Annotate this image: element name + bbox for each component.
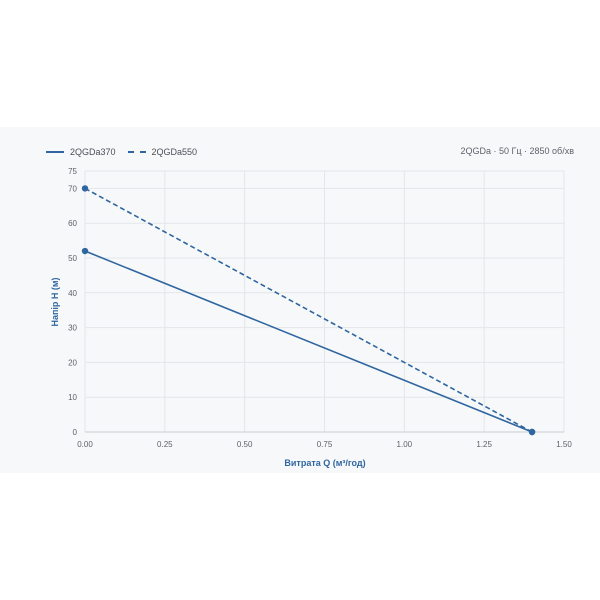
y-tick-label: 30 [68,324,77,333]
series-line-2qgda370[interactable] [84,250,533,433]
legend-swatch-dashed [127,151,146,153]
data-point-2qgda370[interactable] [81,247,89,255]
x-axis-title: Витрата Q (м³/год) [284,458,365,468]
y-tick-label: 40 [68,289,77,298]
chart-subtitle: 2QGDa · 50 Гц · 2850 об/хв [460,146,574,156]
x-tick-label: 1.25 [476,440,492,449]
x-tick-label: 1.50 [556,440,572,449]
legend-swatch-solid [46,151,64,153]
y-axis-title: Напір H (м) [50,277,60,326]
y-tick-label: 20 [68,358,77,367]
chart-series [81,185,536,436]
chart-legend: 2QGDa370 2QGDa550 [46,146,197,158]
y-tick-label: 0 [73,428,78,437]
legend-item-2qgda550[interactable]: 2QGDa550 [127,147,198,157]
series-line-2qgda550[interactable] [84,187,533,433]
x-tick-label: 1.00 [397,440,413,449]
legend-label-2qgda370: 2QGDa370 [70,147,116,157]
y-tick-label: 60 [68,219,77,228]
x-tick-label: 0.75 [317,440,333,449]
x-tick-label: 0.25 [157,440,173,449]
legend-label-2qgda550: 2QGDa550 [151,147,198,157]
legend-item-2qgda370[interactable]: 2QGDa370 [46,147,116,157]
y-tick-label: 70 [68,184,77,193]
data-point-2qgda550[interactable] [528,428,536,436]
x-axis-ticks: 0.00 0.25 0.50 0.75 1.00 1.25 1.50 [77,440,572,449]
data-point-2qgda550[interactable] [81,185,89,192]
x-tick-label: 0.50 [237,440,253,449]
chart-grid [84,170,565,433]
y-tick-label: 50 [68,254,77,263]
x-tick-label: 0.00 [77,440,93,449]
y-tick-label: 10 [68,393,77,402]
y-axis-ticks: 0 10 20 30 40 50 60 70 75 [68,167,77,437]
y-tick-label: 75 [68,167,77,176]
